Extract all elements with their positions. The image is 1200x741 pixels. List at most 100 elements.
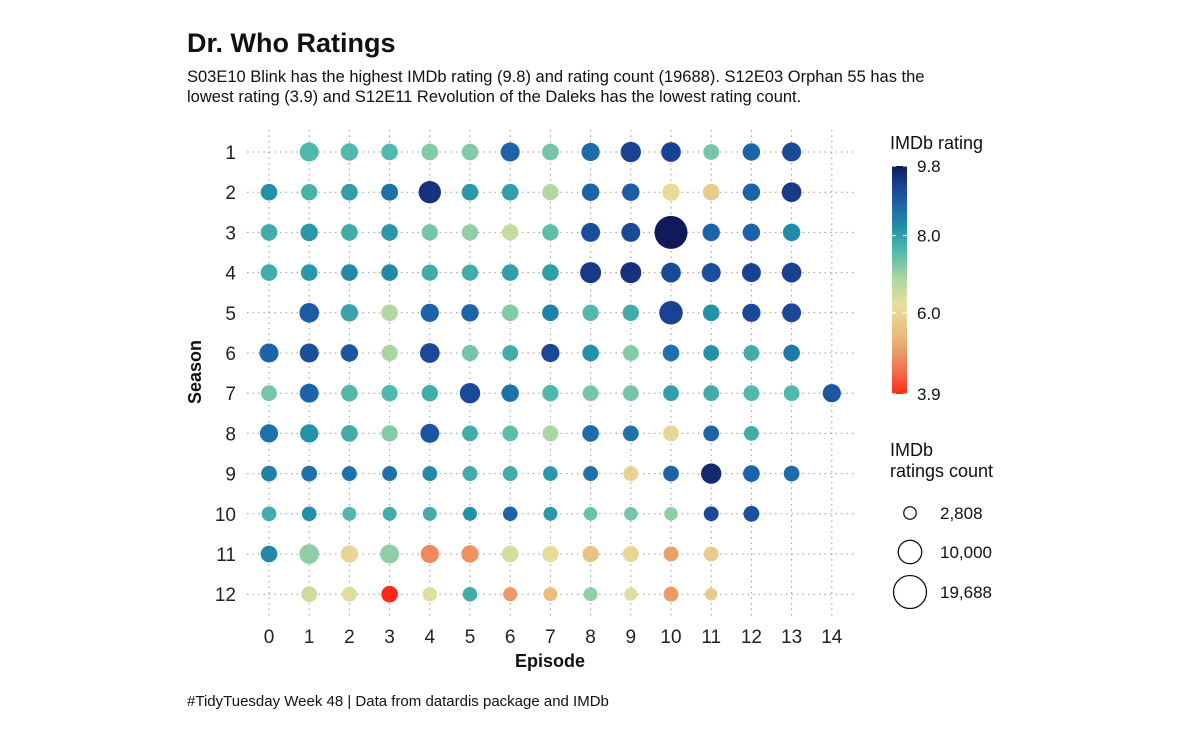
x-tick-label: 0	[264, 627, 275, 648]
episode-point	[259, 424, 279, 443]
episode-point	[299, 142, 319, 162]
episode-point	[743, 345, 760, 361]
episode-point	[461, 344, 479, 362]
episode-point	[501, 545, 519, 563]
grid-lines	[247, 130, 854, 617]
size-legend-circle	[892, 574, 928, 610]
episode-point	[342, 506, 357, 521]
episode-point	[261, 385, 277, 402]
episode-point	[301, 465, 318, 482]
chart-subtitle-line-2: lowest rating (3.9) and S12E11 Revolutio…	[187, 88, 801, 106]
y-tick-label: 12	[215, 585, 236, 606]
episode-point	[501, 304, 519, 322]
episode-point	[782, 142, 802, 162]
episode-point	[542, 264, 559, 281]
episode-point	[622, 385, 639, 402]
size-legend-label: 10,000	[940, 543, 992, 562]
y-axis-title: Season	[185, 340, 205, 404]
size-legend: IMDb ratings count 2,808 10,000 19,688	[890, 440, 993, 610]
episode-point	[463, 506, 477, 521]
episode-point	[624, 507, 638, 521]
episode-point	[421, 143, 439, 161]
episode-point	[742, 303, 761, 322]
episode-point	[462, 586, 478, 602]
data-points	[259, 141, 841, 603]
x-tick-label: 1	[304, 627, 315, 648]
episode-point	[421, 385, 438, 402]
episode-point	[822, 384, 841, 403]
y-tick-label: 10	[215, 505, 236, 526]
episode-point	[781, 262, 802, 283]
episode-point	[461, 143, 479, 161]
color-legend-label: 8.0	[917, 227, 941, 246]
episode-point	[580, 262, 602, 284]
episode-point	[301, 506, 317, 522]
y-tick-label: 6	[225, 344, 236, 365]
episode-point	[583, 587, 598, 602]
episode-point	[662, 344, 680, 362]
episode-point	[422, 506, 437, 521]
episode-point	[621, 222, 641, 242]
episode-point	[583, 507, 598, 521]
chart-subtitle-line-1: S03E10 Blink has the highest IMDb rating…	[187, 68, 924, 86]
episode-point	[260, 264, 278, 281]
episode-point	[704, 587, 718, 601]
x-tick-label: 14	[821, 627, 843, 648]
episode-point	[663, 425, 679, 442]
episode-point	[301, 586, 318, 603]
episode-point	[542, 425, 559, 442]
episode-point	[542, 545, 559, 563]
episode-point	[661, 262, 681, 283]
episode-point	[421, 224, 438, 241]
episode-point	[380, 544, 400, 564]
x-tick-label: 2	[344, 627, 355, 648]
episode-point	[624, 587, 638, 601]
color-legend-label: 3.9	[917, 385, 941, 404]
episode-point	[582, 385, 599, 402]
y-tick-label: 5	[225, 304, 236, 325]
episode-point	[661, 142, 681, 162]
episode-point	[663, 385, 679, 402]
x-tick-label: 11	[701, 627, 721, 648]
y-tick-label: 3	[225, 223, 236, 244]
episode-point	[783, 385, 800, 402]
color-legend-label: 9.8	[917, 157, 941, 176]
episode-point	[582, 304, 599, 321]
episode-point	[261, 506, 277, 522]
y-tick-label: 8	[225, 424, 236, 445]
episode-point	[703, 345, 720, 361]
episode-point	[381, 183, 399, 201]
episode-point	[743, 385, 760, 402]
episode-point	[462, 425, 478, 442]
episode-point	[381, 304, 398, 322]
episode-point	[422, 586, 438, 602]
episode-point	[381, 224, 398, 241]
color-legend-title: IMDb rating	[890, 133, 983, 153]
episode-point	[701, 463, 722, 484]
episode-point	[542, 143, 559, 161]
episode-point	[300, 223, 318, 242]
x-tick-label: 10	[660, 627, 681, 648]
episode-point	[381, 143, 398, 161]
x-tick-label: 5	[465, 627, 476, 648]
episode-point	[622, 183, 640, 201]
y-tick-label: 7	[225, 384, 236, 405]
episode-point	[664, 507, 678, 521]
episode-point	[501, 183, 519, 201]
y-tick-label: 4	[225, 264, 236, 285]
episode-point	[420, 544, 439, 564]
episode-point	[381, 385, 398, 402]
episode-point	[501, 264, 519, 281]
episode-point	[582, 344, 599, 362]
episode-point	[742, 143, 761, 161]
episode-point	[461, 545, 479, 563]
episode-point	[340, 344, 359, 362]
episode-point	[502, 425, 519, 442]
episode-point	[581, 222, 601, 242]
episode-point	[301, 184, 318, 201]
episode-point	[501, 384, 519, 402]
x-axis-ticks: 0 1 2 3 4 5 6 7 8 9 10 11 12 13 14	[264, 627, 843, 648]
episode-point	[381, 264, 398, 281]
